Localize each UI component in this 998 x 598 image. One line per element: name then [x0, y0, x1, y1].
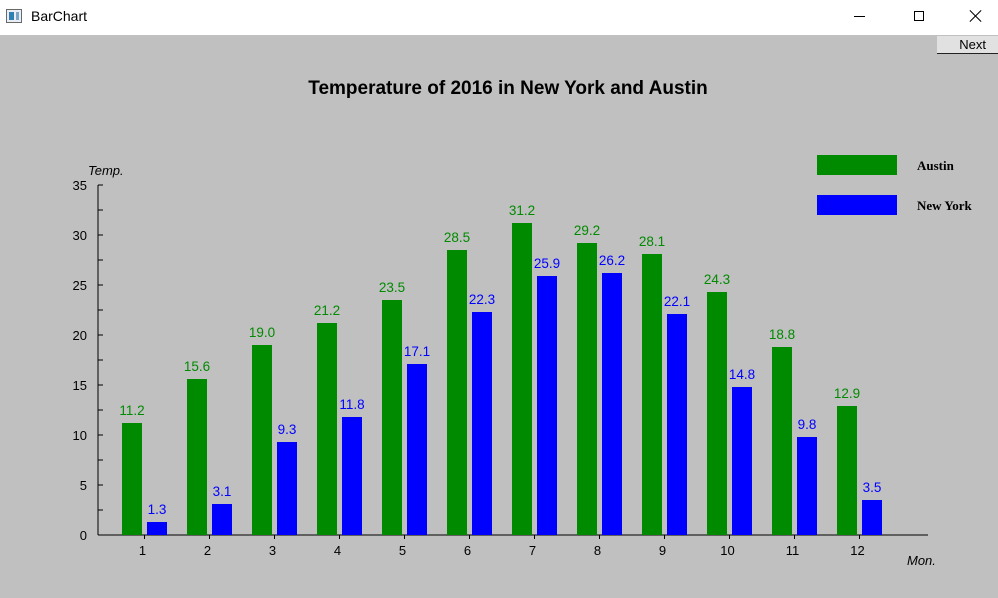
minimize-button[interactable] — [836, 0, 882, 32]
bar-austin — [447, 250, 467, 535]
bar-new-york — [147, 522, 167, 535]
legend-swatch — [817, 195, 897, 215]
x-tick-label: 5 — [399, 543, 406, 558]
x-tick-label: 9 — [659, 543, 666, 558]
legend-label: New York — [917, 198, 973, 213]
bar-austin — [577, 243, 597, 535]
x-tick-label: 11 — [786, 543, 800, 558]
data-label: 12.9 — [834, 386, 860, 401]
x-tick-label: 7 — [529, 543, 536, 558]
x-tick-label: 3 — [269, 543, 276, 558]
data-label: 28.5 — [444, 230, 470, 245]
bar-new-york — [342, 417, 362, 535]
data-label: 24.3 — [704, 272, 730, 287]
data-label: 28.1 — [639, 234, 665, 249]
bar-austin — [317, 323, 337, 535]
window-title: BarChart — [31, 8, 88, 24]
legend-swatch — [817, 155, 897, 175]
bar-new-york — [472, 312, 492, 535]
data-label: 9.8 — [798, 417, 817, 432]
x-tick-label: 4 — [334, 543, 341, 558]
data-label: 21.2 — [314, 303, 340, 318]
maximize-icon — [914, 11, 924, 21]
chart-title: Temperature of 2016 in New York and Aust… — [308, 78, 707, 99]
data-label: 22.1 — [664, 294, 690, 309]
bar-austin — [512, 223, 532, 535]
y-axis-label: Temp. — [88, 163, 124, 178]
data-label: 15.6 — [184, 359, 210, 374]
x-axis-label: Mon. — [907, 553, 936, 568]
bar-austin — [707, 292, 727, 535]
data-label: 9.3 — [278, 422, 297, 437]
data-label: 31.2 — [509, 203, 535, 218]
bar-new-york — [732, 387, 752, 535]
y-tick-label: 0 — [80, 528, 87, 543]
x-tick-label: 10 — [720, 543, 734, 558]
y-tick-label: 5 — [80, 478, 87, 493]
bars: 11.2 1.3 15.6 3.1 19.0 9.3 21.2 11.8 23.5 17.1 28.… — [119, 203, 882, 535]
bar-new-york — [667, 314, 687, 535]
data-label: 25.9 — [534, 256, 560, 271]
data-label: 26.2 — [599, 253, 625, 268]
bar-new-york — [277, 442, 297, 535]
data-label: 3.1 — [213, 484, 232, 499]
bar-austin — [837, 406, 857, 535]
y-tick-label: 25 — [73, 278, 87, 293]
app-icon — [6, 9, 22, 23]
bar-new-york — [212, 504, 232, 535]
bar-new-york — [797, 437, 817, 535]
data-label: 29.2 — [574, 223, 600, 238]
bar-new-york — [862, 500, 882, 535]
bar-new-york — [407, 364, 427, 535]
data-label: 18.8 — [769, 327, 795, 342]
data-label: 1.3 — [148, 502, 167, 517]
bar-new-york — [602, 273, 622, 535]
maximize-button[interactable] — [896, 0, 942, 32]
data-label: 17.1 — [404, 344, 430, 359]
bar-austin — [252, 345, 272, 535]
bar-austin — [642, 254, 662, 535]
next-button[interactable]: Next — [937, 36, 998, 54]
bar-new-york — [537, 276, 557, 535]
x-tick-label: 12 — [850, 543, 864, 558]
bar-austin — [772, 347, 792, 535]
bar-austin — [122, 423, 142, 535]
data-label: 11.2 — [119, 403, 144, 418]
window-titlebar: BarChart — [0, 0, 998, 35]
x-tick-label: 6 — [464, 543, 471, 558]
legend-label: Austin — [917, 158, 955, 173]
legend: Austin New York — [817, 155, 973, 215]
data-label: 14.8 — [729, 367, 755, 382]
data-label: 19.0 — [249, 325, 275, 340]
y-tick-label: 10 — [73, 428, 87, 443]
x-tick-label: 1 — [139, 543, 146, 558]
x-tick-label: 2 — [204, 543, 211, 558]
x-tick-label: 8 — [594, 543, 601, 558]
data-label: 23.5 — [379, 280, 405, 295]
y-tick-label: 15 — [73, 378, 87, 393]
minimize-icon — [853, 15, 865, 17]
data-label: 3.5 — [863, 480, 882, 495]
bar-austin — [382, 300, 402, 535]
bar-austin — [187, 379, 207, 535]
y-tick-label: 20 — [73, 328, 87, 343]
data-label: 22.3 — [469, 292, 495, 307]
y-tick-label: 35 — [73, 178, 87, 193]
data-label: 11.8 — [339, 397, 364, 412]
y-tick-label: 30 — [73, 228, 87, 243]
